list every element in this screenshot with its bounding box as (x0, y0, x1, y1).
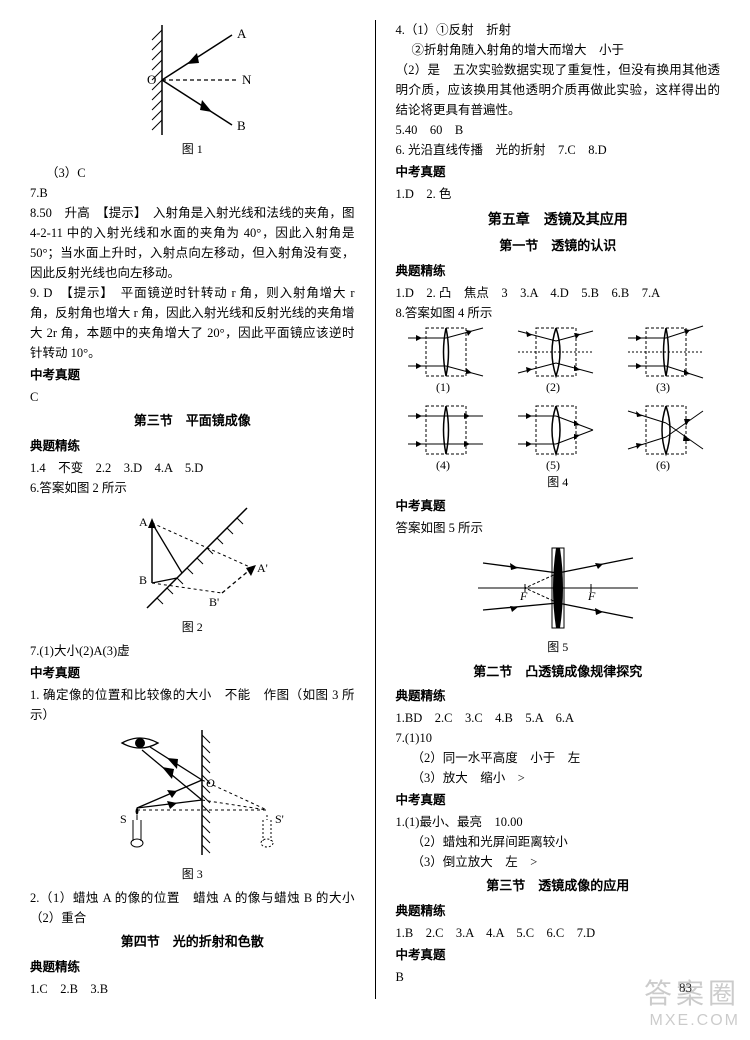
answer-9: 9. D 【提示】 平面镜逆时针转动 r 角，则入射角增大 r 角，反射角也增大… (30, 283, 355, 363)
figure-2: A B A' B' (107, 498, 277, 618)
r-djl2-b3: （3）放大 缩小 > (396, 768, 721, 788)
svg-text:(6): (6) (656, 458, 670, 472)
r-zk1-a: 1.D 2. 色 (396, 184, 721, 204)
figure-1: A B N O (117, 20, 267, 140)
figure-4-label: 图 4 (396, 473, 721, 492)
djl-answers-2: 1.C 2.B 3.B (30, 979, 355, 999)
svg-text:S': S' (275, 812, 284, 826)
r-zk2-h: 中考真题 (396, 496, 721, 516)
r-djl2-h: 典题精练 (396, 686, 721, 706)
figure-3: O S S' (92, 725, 292, 865)
r-a6: 6. 光沿直线传播 光的折射 7.C 8.D (396, 140, 721, 160)
svg-text:B: B (139, 573, 147, 587)
r-zk1-h: 中考真题 (396, 162, 721, 182)
svg-text:N: N (242, 72, 252, 87)
answer-7b: 7.B (30, 183, 355, 203)
svg-text:(2): (2) (546, 380, 560, 394)
section-4-title: 第四节 光的折射和色散 (30, 932, 355, 953)
svg-text:O: O (147, 72, 156, 87)
r-djl1-b: 8.答案如图 4 所示 (396, 303, 721, 323)
r-section-3: 第三节 透镜成像的应用 (396, 876, 721, 897)
figure-5: F F (478, 538, 638, 638)
answer-3c: （3）C (30, 163, 355, 183)
r-djl2-b1: 7.(1)10 (396, 728, 721, 748)
r-djl3-a: 1.B 2.C 3.A 4.A 5.C 6.C 7.D (396, 923, 721, 943)
r-section-1: 第一节 透镜的认识 (396, 236, 721, 257)
r-zk3-a1: 1.(1)最小、最亮 10.00 (396, 812, 721, 832)
zk-heading-1: 中考真题 (30, 365, 355, 385)
svg-text:(3): (3) (656, 380, 670, 394)
r-zk3-a2: （2）蜡烛和光屏间距离较小 (396, 832, 721, 852)
r-djl2-b2: （2）同一水平高度 小于 左 (396, 748, 721, 768)
figure-3-label: 图 3 (30, 865, 355, 884)
r-zk3-a3: （3）倒立放大 左 > (396, 852, 721, 872)
r-zk4-h: 中考真题 (396, 945, 721, 965)
djl-answers-1b: 6.答案如图 2 所示 (30, 478, 355, 498)
zk2-answer-2: 2.（1）蜡烛 A 的像的位置 蜡烛 A 的像与蜡烛 B 的大小（2）重合 (30, 888, 355, 928)
column-divider (375, 20, 376, 999)
r-a4-2: ②折射角随入射角的增大而增大 小于 (396, 40, 721, 60)
svg-text:B: B (237, 118, 246, 133)
figure-2-label: 图 2 (30, 618, 355, 637)
answer-7-1: 7.(1)大小(2)A(3)虚 (30, 641, 355, 661)
figure-4: (1) (2) (3) (398, 323, 718, 473)
r-zk2-a: 答案如图 5 所示 (396, 518, 721, 538)
svg-text:(1): (1) (436, 380, 450, 394)
left-column: A B N O 图 1 （3）C 7.B 8.50 升高 【提示】 入射角是入射… (30, 20, 355, 999)
svg-text:A: A (139, 515, 148, 529)
r-djl2-a: 1.BD 2.C 3.C 4.B 5.A 6.A (396, 708, 721, 728)
svg-text:F: F (519, 589, 528, 603)
r-djl3-h: 典题精练 (396, 901, 721, 921)
zk-heading-2: 中考真题 (30, 663, 355, 683)
r-a4-3: （2）是 五次实验数据实现了重复性，但没有换用其他透明介质，应该换用其他透明介质… (396, 60, 721, 120)
r-section-2: 第二节 凸透镜成像规律探究 (396, 662, 721, 683)
figure-1-label: 图 1 (30, 140, 355, 159)
djl-heading-1: 典题精练 (30, 436, 355, 456)
r-a4-1: 4.（1）①反射 折射 (396, 20, 721, 40)
figure-5-label: 图 5 (396, 638, 721, 657)
page: A B N O 图 1 （3）C 7.B 8.50 升高 【提示】 入射角是入射… (0, 0, 750, 1019)
watermark-line2: MXE.COM (644, 1012, 740, 1030)
r-zk3-h: 中考真题 (396, 790, 721, 810)
zk2-answer-1: 1. 确定像的位置和比较像的大小 不能 作图（如图 3 所示） (30, 685, 355, 725)
svg-text:A: A (237, 26, 247, 41)
djl-answers-1a: 1.4 不变 2.2 3.D 4.A 5.D (30, 458, 355, 478)
chapter-5-title: 第五章 透镜及其应用 (396, 210, 721, 232)
r-a5: 5.40 60 B (396, 120, 721, 140)
watermark-line1: 答案圈 (644, 972, 740, 1012)
djl-heading-2: 典题精练 (30, 957, 355, 977)
svg-text:A': A' (257, 561, 268, 575)
section-3-title: 第三节 平面镜成像 (30, 411, 355, 432)
svg-text:(4): (4) (436, 458, 450, 472)
r-djl1-h: 典题精练 (396, 261, 721, 281)
svg-text:(5): (5) (546, 458, 560, 472)
svg-text:B': B' (209, 595, 219, 609)
r-djl1-a: 1.D 2. 凸 焦点 3 3.A 4.D 5.B 6.B 7.A (396, 283, 721, 303)
zk-answer-1: C (30, 387, 355, 407)
watermark: 答案圈 MXE.COM (644, 972, 740, 1030)
svg-text:S: S (120, 812, 127, 826)
answer-8: 8.50 升高 【提示】 入射角是入射光线和法线的夹角，图 4-2-11 中的入… (30, 203, 355, 283)
right-column: 4.（1）①反射 折射 ②折射角随入射角的增大而增大 小于 （2）是 五次实验数… (396, 20, 721, 999)
